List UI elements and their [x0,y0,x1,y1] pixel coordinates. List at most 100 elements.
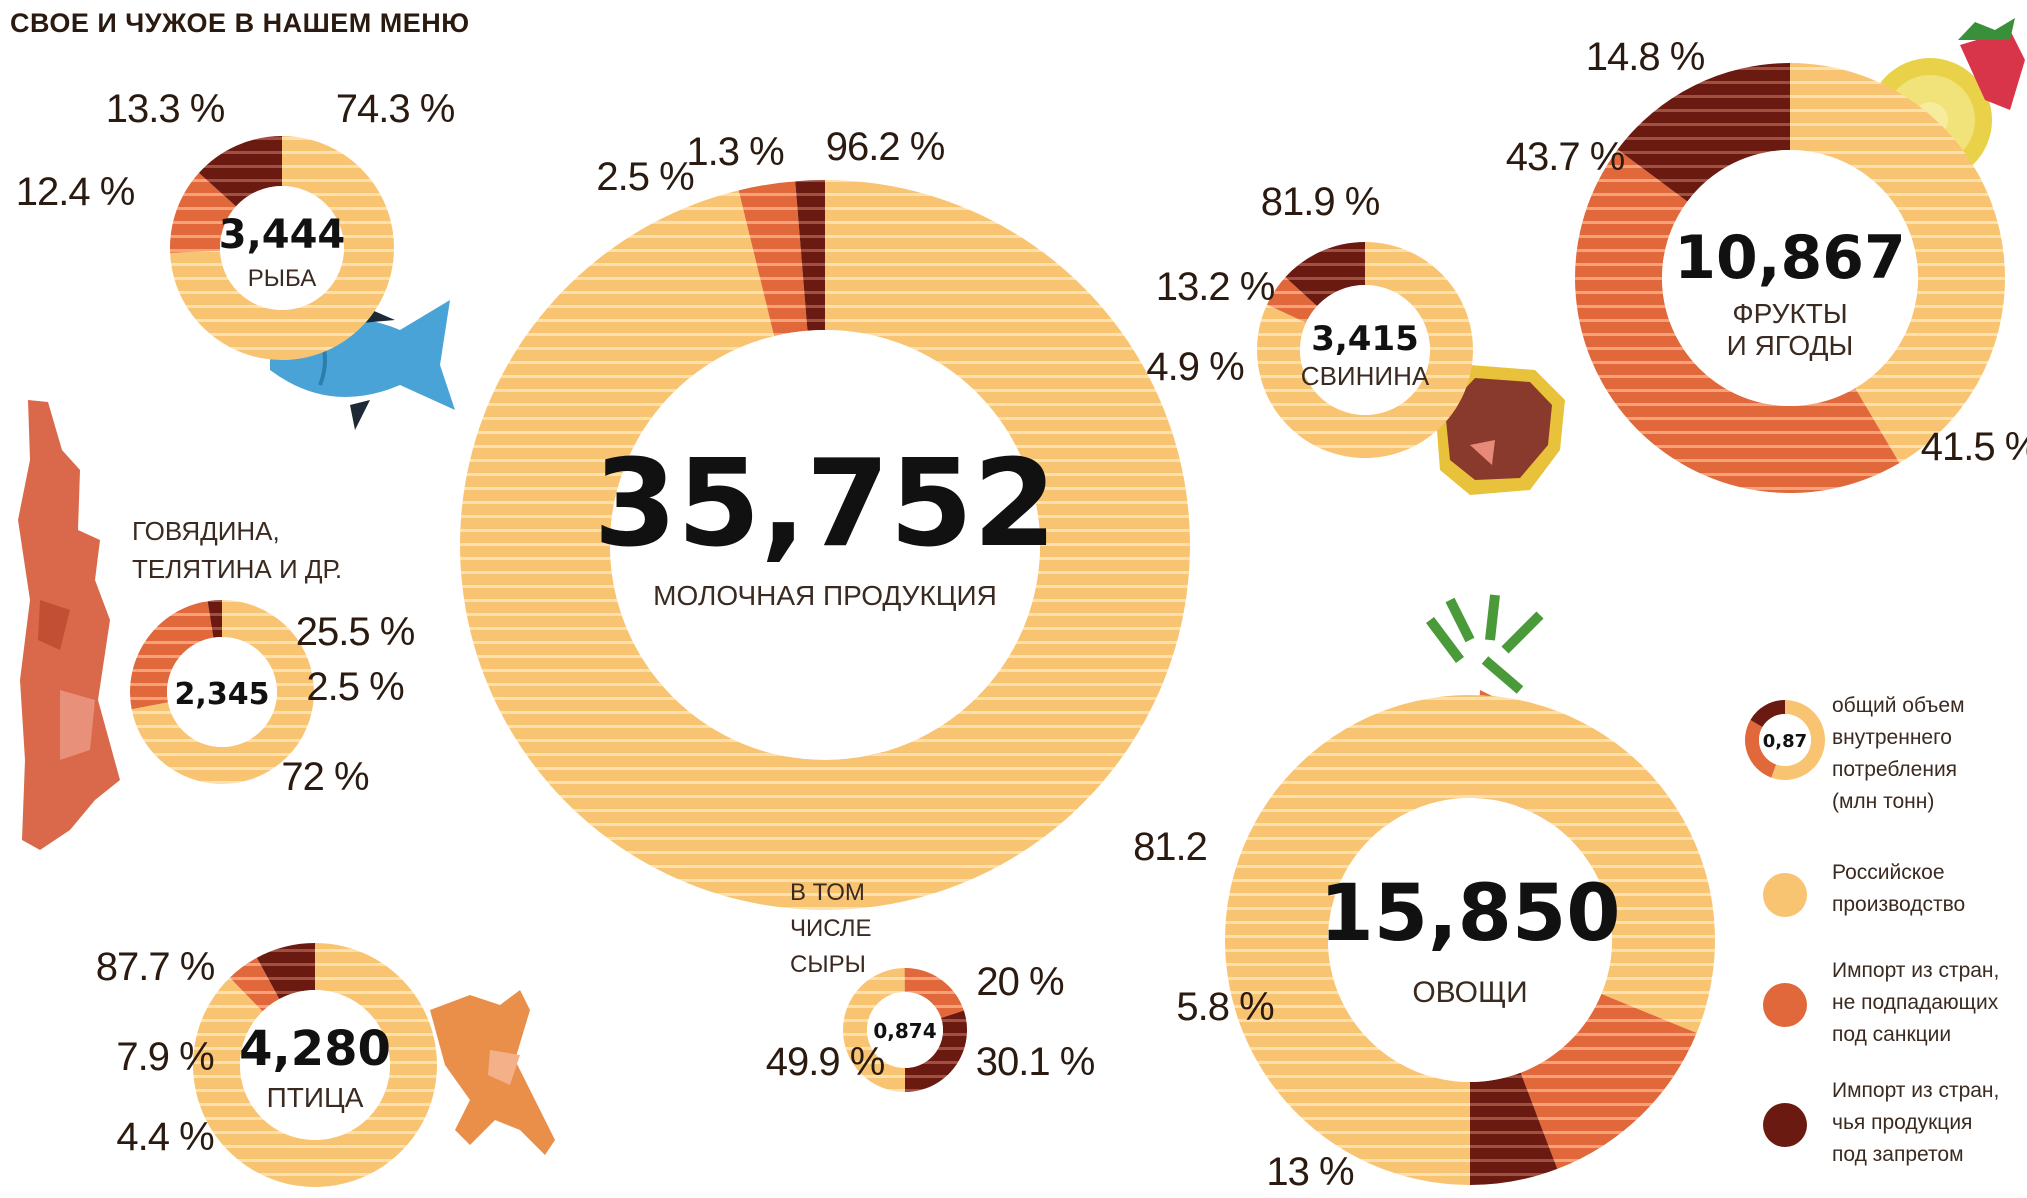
legend-item-text: чья продукция [1832,1111,1972,1134]
slice-label: 49.9 % [766,1040,885,1084]
slice-allowed-import [1520,993,1697,1169]
slice-allowed-import [904,967,964,1019]
slice-domestic [170,136,394,360]
donut-fish: 3,444 РЫБА [170,136,394,360]
donut-total-value: 35,752 [593,435,1056,574]
slice-domestic [1225,694,1716,1185]
donut-beef: 2,345 [130,600,314,785]
pork-icon [1435,365,1565,495]
slice-label: 74.3 % [336,87,455,131]
legend-item-text: производство [1832,893,1965,916]
slice-domestic [1257,242,1473,458]
donut-hole [610,330,1040,760]
donut-hole [867,992,943,1068]
slice-label: 81.9 % [1261,180,1380,224]
chicken-icon [430,990,555,1155]
slice-allowed-import [170,172,237,253]
slice-label: 13 % [1266,1150,1354,1194]
slice-label: 20 % [976,960,1064,1004]
slice-domestic [842,968,905,1092]
beef-title-line: ГОВЯДИНА, [132,516,280,546]
slice-label: 81.2 [1133,825,1207,869]
beef-icon [18,400,120,850]
legend-item-text: общий объем [1832,694,1965,717]
donut-category-label: МОЛОЧНАЯ ПРОДУКЦИЯ [653,580,997,611]
donut-category-label: ОВОЩИ [1412,976,1527,1009]
slice-banned-import [795,180,825,331]
legend-swatch-banned_import [1763,1103,1807,1147]
slice-label: 96.2 % [826,125,945,169]
legend-swatch-allowed_import [1763,983,1807,1027]
donut-hole [220,186,344,310]
slice-banned-import [1470,1072,1558,1185]
slice-label: 5.8 % [1176,985,1274,1029]
legend-item-text: потребления [1832,758,1957,781]
donut-hole [1328,798,1612,1082]
legend-item-text: (млн тонн) [1832,790,1934,813]
slice-label: 4.9 % [1146,345,1244,389]
slice-label: 2.5 % [596,155,694,199]
slice-label: 1.3 % [686,130,784,174]
slice-allowed-import [1575,149,1900,493]
legend-total-swatch: 0,87 [1745,700,1825,780]
donut-total-value: 10,867 [1674,223,1906,293]
slice-domestic [193,943,438,1187]
donut-label-line: И ЯГОДЫ [1727,330,1854,361]
legend-item-text: внутреннего [1832,726,1952,749]
slice-allowed-import [1266,277,1318,323]
donut-total-value: 0,874 [873,1019,936,1043]
legend-item-text: Импорт из стран, [1832,1079,1999,1102]
slice-banned-import [256,942,315,1000]
slice-label: 87.7 % [96,945,215,989]
slice-label: 41.5 % [1921,425,2027,469]
legend-item-text: под запретом [1832,1143,1964,1166]
slice-label: 4.4 % [116,1115,214,1159]
slice-allowed-import [229,957,280,1012]
donut-hole [1662,150,1918,406]
donut-cheese: 0,874 [842,967,967,1092]
slice-banned-import [198,136,282,207]
slice-banned-import [1617,63,1790,202]
donut-category-label: СВИНИНА [1301,361,1430,391]
slice-allowed-import [738,181,808,337]
donut-total-value: 3,415 [1311,319,1419,359]
slice-domestic [1790,63,2005,464]
slice-domestic [131,600,314,785]
slice-label: 30.1 % [976,1040,1095,1084]
legend-item-text: под санкции [1832,1023,1951,1046]
donut-total-value: 15,850 [1320,869,1621,959]
legend-item-text: не подпадающих [1832,991,1999,1014]
donut-category-label: РЫБА [248,265,316,292]
legend-item-text: Российское [1832,861,1945,884]
donut-vegetables: 15,850 ОВОЩИ [1225,694,1716,1185]
donut-total-value: 4,280 [239,1021,391,1077]
donut-total-value: 3,444 [219,212,346,258]
slice-label: 7.9 % [116,1035,214,1079]
donut-label-line: ФРУКТЫ [1732,298,1847,329]
slice-label: 13.3 % [106,87,225,131]
slice-label: 12.4 % [16,170,135,214]
slice-domestic [459,180,1190,911]
legend: 0,87 общий объем внутреннего потребления (мл… [1745,694,1999,1166]
slice-label: 13.2 % [1156,265,1275,309]
beef-title-line: ТЕЛЯТИНА И ДР. [132,554,342,584]
donut-hole [1300,285,1430,415]
donut-dairy: 35,752 МОЛОЧНАЯ ПРОДУКЦИЯ [459,180,1190,911]
cheese-caption-line: В ТОМ [790,879,865,906]
slice-label: 72 % [281,755,369,799]
legend-example-value: 0,87 [1763,731,1807,752]
slice-label: 2.5 % [306,665,404,709]
slice-banned-import [1285,242,1365,307]
legend-swatch-domestic [1763,873,1807,917]
slice-label: 43.7 % [1506,135,1625,179]
cheese-caption-line: СЫРЫ [790,951,866,978]
legend-item-text: Импорт из стран, [1832,959,1999,982]
slice-allowed-import [130,601,214,710]
donut-hole [167,637,277,747]
cheese-caption-line: ЧИСЛЕ [790,915,872,942]
donut-category-label: ПТИЦА [267,1082,364,1113]
slice-banned-import [207,600,222,638]
